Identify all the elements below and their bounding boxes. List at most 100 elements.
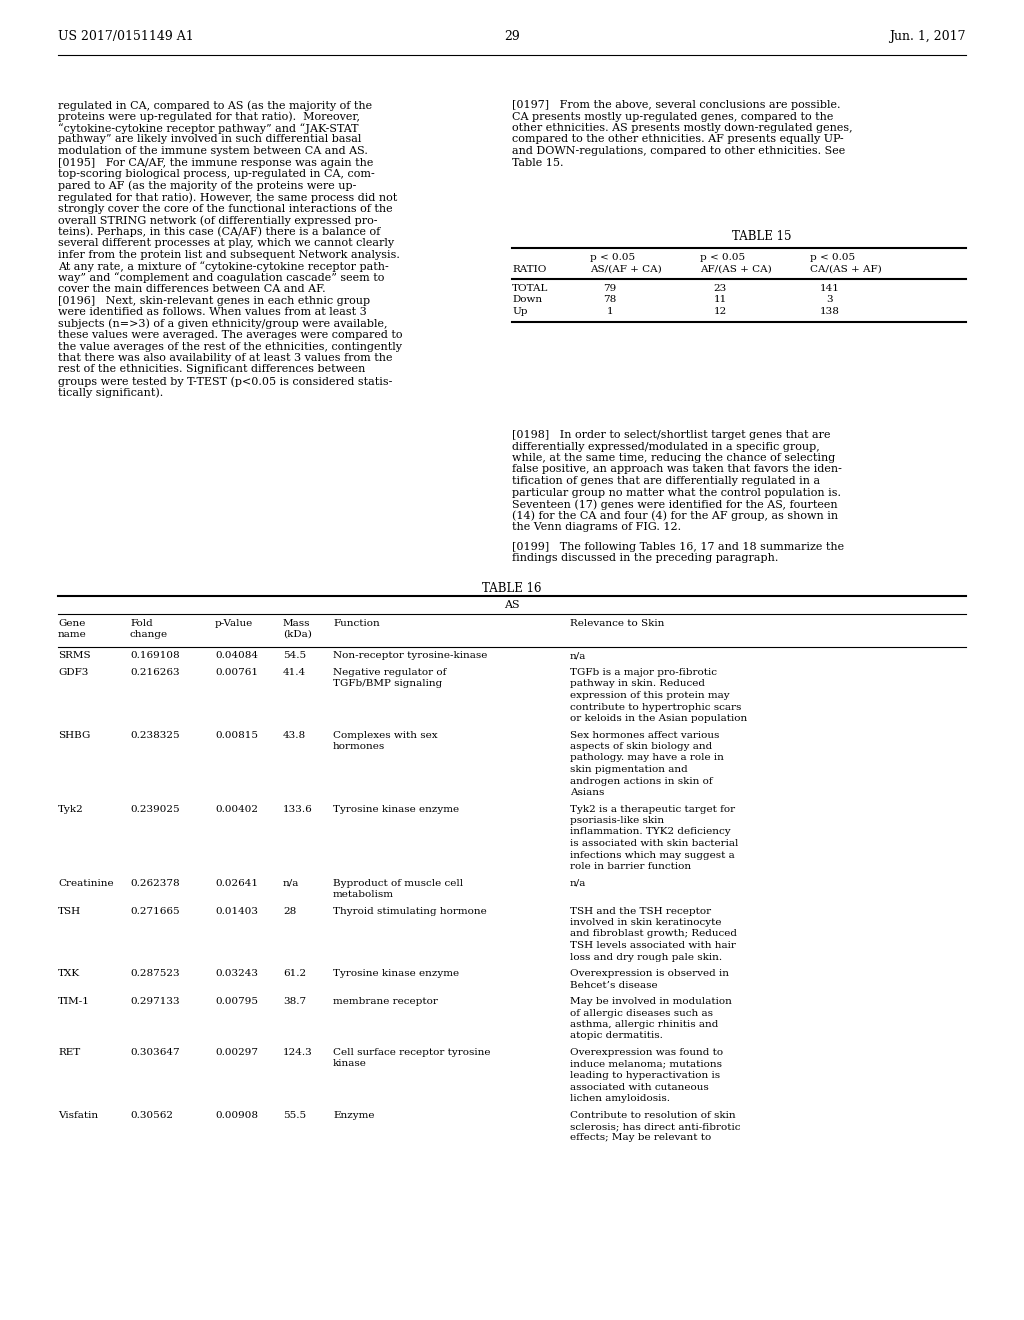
Text: modulation of the immune system between CA and AS.: modulation of the immune system between … [58, 147, 368, 156]
Text: 1: 1 [606, 308, 613, 315]
Text: n/a: n/a [570, 879, 587, 887]
Text: pathway in skin. Reduced: pathway in skin. Reduced [570, 680, 705, 689]
Text: SRMS: SRMS [58, 652, 91, 660]
Text: 38.7: 38.7 [283, 997, 306, 1006]
Text: 0.216263: 0.216263 [130, 668, 179, 677]
Text: way” and “complement and coagulation cascade” seem to: way” and “complement and coagulation cas… [58, 272, 384, 284]
Text: 0.00815: 0.00815 [215, 730, 258, 739]
Text: psoriasis-like skin: psoriasis-like skin [570, 816, 665, 825]
Text: top-scoring biological process, up-regulated in CA, com-: top-scoring biological process, up-regul… [58, 169, 375, 180]
Text: teins). Perhaps, in this case (CA/AF) there is a balance of: teins). Perhaps, in this case (CA/AF) th… [58, 227, 380, 238]
Text: 0.00908: 0.00908 [215, 1110, 258, 1119]
Text: TXK: TXK [58, 969, 80, 978]
Text: p-Value: p-Value [215, 619, 253, 627]
Text: strongly cover the core of the functional interactions of the: strongly cover the core of the functiona… [58, 203, 392, 214]
Text: other ethnicities. AS presents mostly down-regulated genes,: other ethnicities. AS presents mostly do… [512, 123, 853, 133]
Text: 61.2: 61.2 [283, 969, 306, 978]
Text: and fibroblast growth; Reduced: and fibroblast growth; Reduced [570, 929, 737, 939]
Text: 0.297133: 0.297133 [130, 997, 179, 1006]
Text: 29: 29 [504, 30, 520, 44]
Text: Tyrosine kinase enzyme: Tyrosine kinase enzyme [333, 969, 459, 978]
Text: that there was also availability of at least 3 values from the: that there was also availability of at l… [58, 352, 392, 363]
Text: kinase: kinase [333, 1060, 367, 1068]
Text: TGFb/BMP signaling: TGFb/BMP signaling [333, 680, 442, 689]
Text: TSH levels associated with hair: TSH levels associated with hair [570, 941, 736, 950]
Text: and DOWN-regulations, compared to other ethnicities. See: and DOWN-regulations, compared to other … [512, 147, 845, 156]
Text: 0.169108: 0.169108 [130, 652, 179, 660]
Text: TABLE 15: TABLE 15 [732, 230, 792, 243]
Text: associated with cutaneous: associated with cutaneous [570, 1082, 709, 1092]
Text: CA/(AS + AF): CA/(AS + AF) [810, 264, 882, 273]
Text: Tyrosine kinase enzyme: Tyrosine kinase enzyme [333, 804, 459, 813]
Text: cover the main differences between CA and AF.: cover the main differences between CA an… [58, 284, 326, 294]
Text: TSH and the TSH receptor: TSH and the TSH receptor [570, 907, 711, 916]
Text: [0196]   Next, skin-relevant genes in each ethnic group: [0196] Next, skin-relevant genes in each… [58, 296, 370, 305]
Text: sclerosis; has direct anti-fibrotic: sclerosis; has direct anti-fibrotic [570, 1122, 740, 1131]
Text: 0.303647: 0.303647 [130, 1048, 179, 1057]
Text: particular group no matter what the control population is.: particular group no matter what the cont… [512, 487, 841, 498]
Text: 0.00761: 0.00761 [215, 668, 258, 677]
Text: 0.271665: 0.271665 [130, 907, 179, 916]
Text: Byproduct of muscle cell: Byproduct of muscle cell [333, 879, 463, 887]
Text: n/a: n/a [283, 879, 299, 887]
Text: several different processes at play, which we cannot clearly: several different processes at play, whi… [58, 238, 394, 248]
Text: Sex hormones affect various: Sex hormones affect various [570, 730, 720, 739]
Text: infections which may suggest a: infections which may suggest a [570, 850, 735, 859]
Text: “cytokine-cytokine receptor pathway” and “JAK-STAT: “cytokine-cytokine receptor pathway” and… [58, 123, 358, 133]
Text: TSH: TSH [58, 907, 81, 916]
Text: name: name [58, 630, 87, 639]
Text: leading to hyperactivation is: leading to hyperactivation is [570, 1071, 720, 1080]
Text: Non-receptor tyrosine-kinase: Non-receptor tyrosine-kinase [333, 652, 487, 660]
Text: AF/(AS + CA): AF/(AS + CA) [700, 264, 772, 273]
Text: pared to AF (as the majority of the proteins were up-: pared to AF (as the majority of the prot… [58, 181, 356, 191]
Text: 0.262378: 0.262378 [130, 879, 179, 887]
Text: Fold: Fold [130, 619, 153, 627]
Text: Down: Down [512, 296, 542, 305]
Text: skin pigmentation and: skin pigmentation and [570, 766, 688, 774]
Text: (14) for the CA and four (4) for the AF group, as shown in: (14) for the CA and four (4) for the AF … [512, 511, 838, 521]
Text: [0195]   For CA/AF, the immune response was again the: [0195] For CA/AF, the immune response wa… [58, 157, 374, 168]
Text: 0.01403: 0.01403 [215, 907, 258, 916]
Text: atopic dermatitis.: atopic dermatitis. [570, 1031, 663, 1040]
Text: were identified as follows. When values from at least 3: were identified as follows. When values … [58, 308, 367, 317]
Text: [0197]   From the above, several conclusions are possible.: [0197] From the above, several conclusio… [512, 100, 841, 110]
Text: 0.02641: 0.02641 [215, 879, 258, 887]
Text: [0199]   The following Tables 16, 17 and 18 summarize the: [0199] The following Tables 16, 17 and 1… [512, 541, 844, 552]
Text: Tyk2 is a therapeutic target for: Tyk2 is a therapeutic target for [570, 804, 735, 813]
Text: asthma, allergic rhinitis and: asthma, allergic rhinitis and [570, 1020, 719, 1030]
Text: 0.00297: 0.00297 [215, 1048, 258, 1057]
Text: AS: AS [504, 601, 520, 610]
Text: 12: 12 [714, 308, 727, 315]
Text: 41.4: 41.4 [283, 668, 306, 677]
Text: At any rate, a mixture of “cytokine-cytokine receptor path-: At any rate, a mixture of “cytokine-cyto… [58, 261, 389, 272]
Text: expression of this protein may: expression of this protein may [570, 690, 730, 700]
Text: 0.238325: 0.238325 [130, 730, 179, 739]
Text: involved in skin keratinocyte: involved in skin keratinocyte [570, 917, 722, 927]
Text: GDF3: GDF3 [58, 668, 88, 677]
Text: proteins were up-regulated for that ratio).  Moreover,: proteins were up-regulated for that rati… [58, 111, 360, 121]
Text: tically significant).: tically significant). [58, 388, 163, 399]
Text: while, at the same time, reducing the chance of selecting: while, at the same time, reducing the ch… [512, 453, 836, 463]
Text: 79: 79 [603, 284, 616, 293]
Text: p < 0.05: p < 0.05 [810, 253, 855, 261]
Text: 55.5: 55.5 [283, 1110, 306, 1119]
Text: Thyroid stimulating hormone: Thyroid stimulating hormone [333, 907, 486, 916]
Text: Overexpression is observed in: Overexpression is observed in [570, 969, 729, 978]
Text: induce melanoma; mutations: induce melanoma; mutations [570, 1060, 722, 1068]
Text: Up: Up [512, 308, 527, 315]
Text: aspects of skin biology and: aspects of skin biology and [570, 742, 713, 751]
Text: Seventeen (17) genes were identified for the AS, fourteen: Seventeen (17) genes were identified for… [512, 499, 838, 510]
Text: overall STRING network (of differentially expressed pro-: overall STRING network (of differentiall… [58, 215, 378, 226]
Text: false positive, an approach was taken that favors the iden-: false positive, an approach was taken th… [512, 465, 842, 474]
Text: lichen amyloidosis.: lichen amyloidosis. [570, 1094, 670, 1104]
Text: inflammation. TYK2 deficiency: inflammation. TYK2 deficiency [570, 828, 731, 837]
Text: p < 0.05: p < 0.05 [700, 253, 745, 261]
Text: Cell surface receptor tyrosine: Cell surface receptor tyrosine [333, 1048, 490, 1057]
Text: SHBG: SHBG [58, 730, 90, 739]
Text: membrane receptor: membrane receptor [333, 997, 438, 1006]
Text: Negative regulator of: Negative regulator of [333, 668, 446, 677]
Text: of allergic diseases such as: of allergic diseases such as [570, 1008, 713, 1018]
Text: (kDa): (kDa) [283, 630, 312, 639]
Text: TOTAL: TOTAL [512, 284, 549, 293]
Text: effects; May be relevant to: effects; May be relevant to [570, 1134, 712, 1143]
